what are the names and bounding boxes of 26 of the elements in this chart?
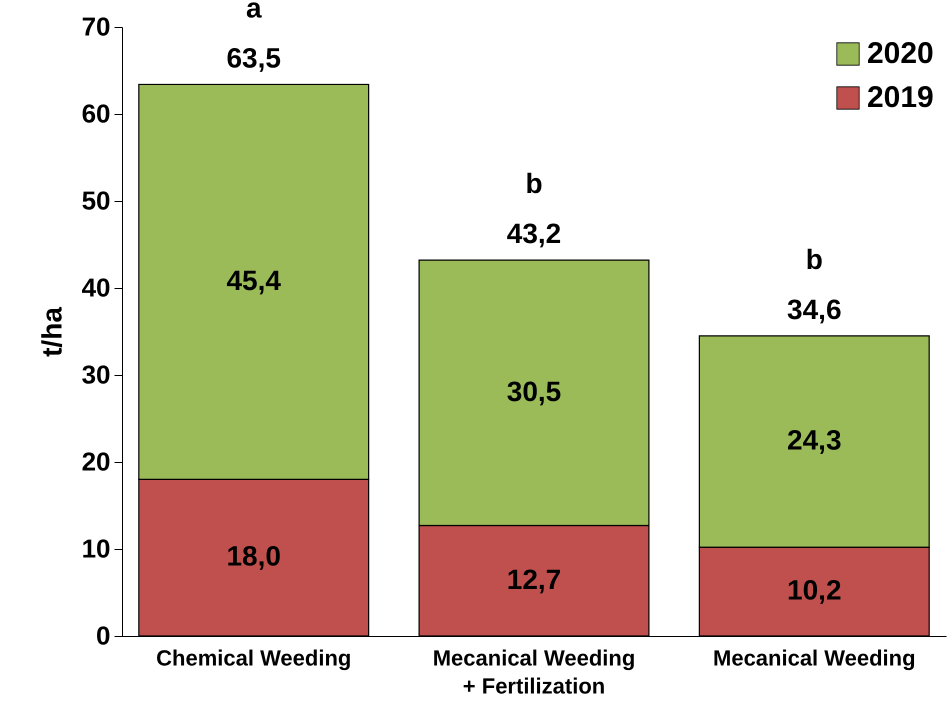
y-axis-title: t/ha — [36, 306, 68, 357]
data-label: 10,2 — [787, 574, 842, 606]
x-tick-label: Mecanical Weeding — [713, 646, 916, 670]
data-label: 18,0 — [226, 540, 281, 572]
annotation: b — [525, 168, 543, 200]
total-label: 63,5 — [226, 42, 281, 74]
y-tick-label: 20 — [82, 446, 110, 476]
y-tick-label: 40 — [82, 272, 110, 302]
y-tick-label: 60 — [82, 98, 110, 128]
data-label: 12,7 — [506, 564, 562, 595]
data-label: 45,4 — [226, 264, 282, 296]
y-tick-label: 10 — [82, 534, 110, 564]
x-tick-label: Mecanical Weeding + Fertilization — [432, 646, 636, 698]
y-tick-label: 70 — [82, 12, 110, 42]
text: a — [246, 0, 262, 24]
y-tick-label: 50 — [82, 186, 110, 216]
y-tick-label: 0 — [96, 620, 110, 650]
data-label: 30,5 — [506, 376, 562, 407]
data-label: 24,3 — [787, 424, 842, 456]
legend-label: 2020 — [867, 37, 934, 70]
total-label: 34,6 — [787, 294, 842, 325]
annotation: b — [806, 244, 823, 275]
x-tick-label: Chemical Weeding — [156, 646, 352, 670]
legend-label: 2019 — [867, 81, 934, 114]
y-tick-label: 30 — [82, 360, 110, 390]
total-label: 43,2 — [506, 218, 562, 250]
